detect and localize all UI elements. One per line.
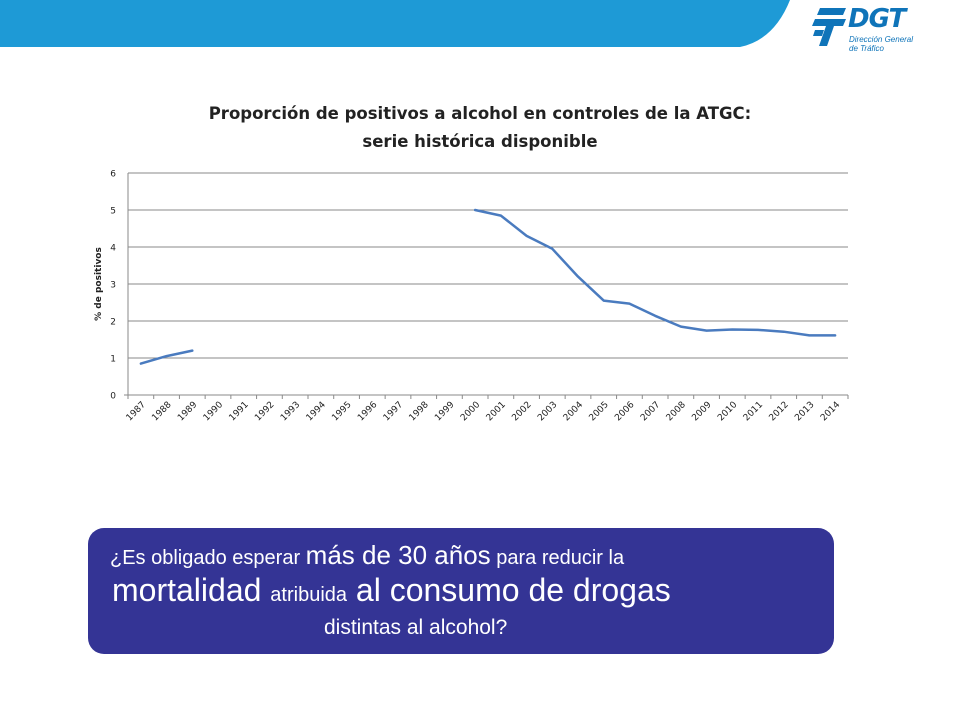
chart-gridlines xyxy=(128,172,848,359)
x-tick-label: 2001 xyxy=(485,400,508,423)
x-tick-label: 1990 xyxy=(202,400,225,423)
y-tick-labels: 0 1 2 3 4 5 6 xyxy=(110,170,116,402)
x-tick-label: 2008 xyxy=(665,400,688,423)
x-tick-label: 1987 xyxy=(125,400,148,423)
chart-title-line1: Proporción de positivos a alcohol en con… xyxy=(208,104,752,123)
x-tick-label: 1994 xyxy=(305,400,328,423)
callout-text: para reducir la xyxy=(490,547,625,569)
dgt-logo-sub1: Dirección General xyxy=(849,35,914,44)
chart-title: Proporción de positivos a alcohol en con… xyxy=(140,100,820,156)
y-tick-label: 3 xyxy=(110,281,116,291)
x-tick-label: 2004 xyxy=(562,400,585,423)
callout-emphasis: más de 30 años xyxy=(305,540,491,570)
y-tick-label: 5 xyxy=(110,207,116,217)
x-tick-labels: 1987 1988 1989 1990 1991 1992 1993 1994 1995 1996… xyxy=(125,400,843,423)
series-line-segment xyxy=(139,349,194,365)
dgt-logo-mark-icon xyxy=(812,8,846,46)
x-tick-label: 1993 xyxy=(279,400,302,423)
x-tick-label: 2006 xyxy=(613,400,636,423)
chart-series xyxy=(139,208,837,365)
x-tick-label: 1996 xyxy=(356,400,379,423)
x-tick-label: 1999 xyxy=(433,400,456,423)
x-tick-label: 1995 xyxy=(330,400,353,423)
y-tick-label: 6 xyxy=(110,170,116,180)
x-tick-label: 1997 xyxy=(382,400,405,423)
callout-line-3: distintas al alcohol? xyxy=(324,616,508,639)
callout-emphasis: mortalidad xyxy=(112,572,271,608)
x-tick-label: 2013 xyxy=(793,400,816,423)
callout-line-1: ¿Es obligado esperar más de 30 años para… xyxy=(110,540,624,571)
x-tick-label: 1991 xyxy=(228,400,251,423)
x-tick-label: 2005 xyxy=(588,400,611,423)
callout-text: ¿Es obligado esperar xyxy=(110,547,306,569)
x-tick-label: 2014 xyxy=(819,400,842,423)
y-tick-label: 1 xyxy=(110,355,116,365)
x-tick-label: 1998 xyxy=(408,400,431,423)
callout-emphasis: al consumo de drogas xyxy=(347,572,671,608)
question-callout: ¿Es obligado esperar más de 30 años para… xyxy=(88,528,834,654)
callout-line-2: mortalidad atribuida al consumo de droga… xyxy=(112,572,671,609)
y-tick-label: 2 xyxy=(110,318,116,328)
y-tick-label: 4 xyxy=(110,244,116,254)
dgt-logo: DGT Dirección General de Tráfico xyxy=(812,4,952,60)
dgt-logo-name: DGT xyxy=(848,4,906,34)
y-axis-label: % de positivos xyxy=(94,247,104,321)
x-tick-label: 2012 xyxy=(768,400,791,423)
x-tick-label: 2002 xyxy=(510,400,533,423)
x-tick-label: 2010 xyxy=(716,400,739,423)
x-tick-label: 2009 xyxy=(690,400,713,423)
dgt-logo-sub2: de Tráfico xyxy=(849,44,884,53)
top-banner xyxy=(0,0,790,47)
chart-title-line2: serie histórica disponible xyxy=(362,132,598,151)
x-tick-label: 2007 xyxy=(639,400,662,423)
y-tick-label: 0 xyxy=(110,392,116,402)
x-tick-label: 2000 xyxy=(459,400,482,423)
chart-axes xyxy=(124,173,849,399)
x-tick-label: 2003 xyxy=(536,400,559,423)
callout-text: atribuida xyxy=(270,584,348,606)
x-tick-label: 1992 xyxy=(253,400,276,423)
x-tick-label: 1988 xyxy=(150,400,173,423)
x-tick-label: 2011 xyxy=(742,400,765,423)
x-tick-label: 1989 xyxy=(176,400,199,423)
series-line-segment xyxy=(473,208,837,337)
